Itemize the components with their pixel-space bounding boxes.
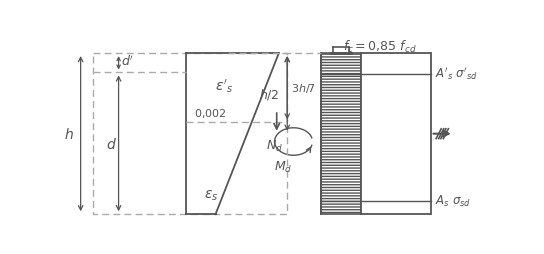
Text: $\varepsilon'_s$: $\varepsilon'_s$ [215, 77, 233, 95]
Text: $d$: $d$ [106, 136, 116, 151]
Text: $\varepsilon_s$: $\varepsilon_s$ [204, 188, 219, 202]
Text: $M_d$: $M_d$ [274, 160, 292, 174]
Text: $A_s\ \sigma_{sd}$: $A_s\ \sigma_{sd}$ [435, 193, 471, 208]
Text: $0{,}002$: $0{,}002$ [195, 107, 227, 120]
Bar [361, 54, 431, 214]
Text: $N_d$: $N_d$ [266, 138, 283, 153]
Text: $d'$: $d'$ [121, 54, 134, 69]
Text: $3h/7$: $3h/7$ [292, 82, 316, 95]
Bar [321, 54, 361, 214]
Text: $h$: $h$ [65, 127, 75, 142]
Text: $h/2$: $h/2$ [258, 87, 279, 102]
Text: $A'_s\ \sigma'_{sd}$: $A'_s\ \sigma'_{sd}$ [435, 66, 478, 82]
Text: $f_c = 0{,}85\ f_{cd}$: $f_c = 0{,}85\ f_{cd}$ [343, 39, 417, 55]
